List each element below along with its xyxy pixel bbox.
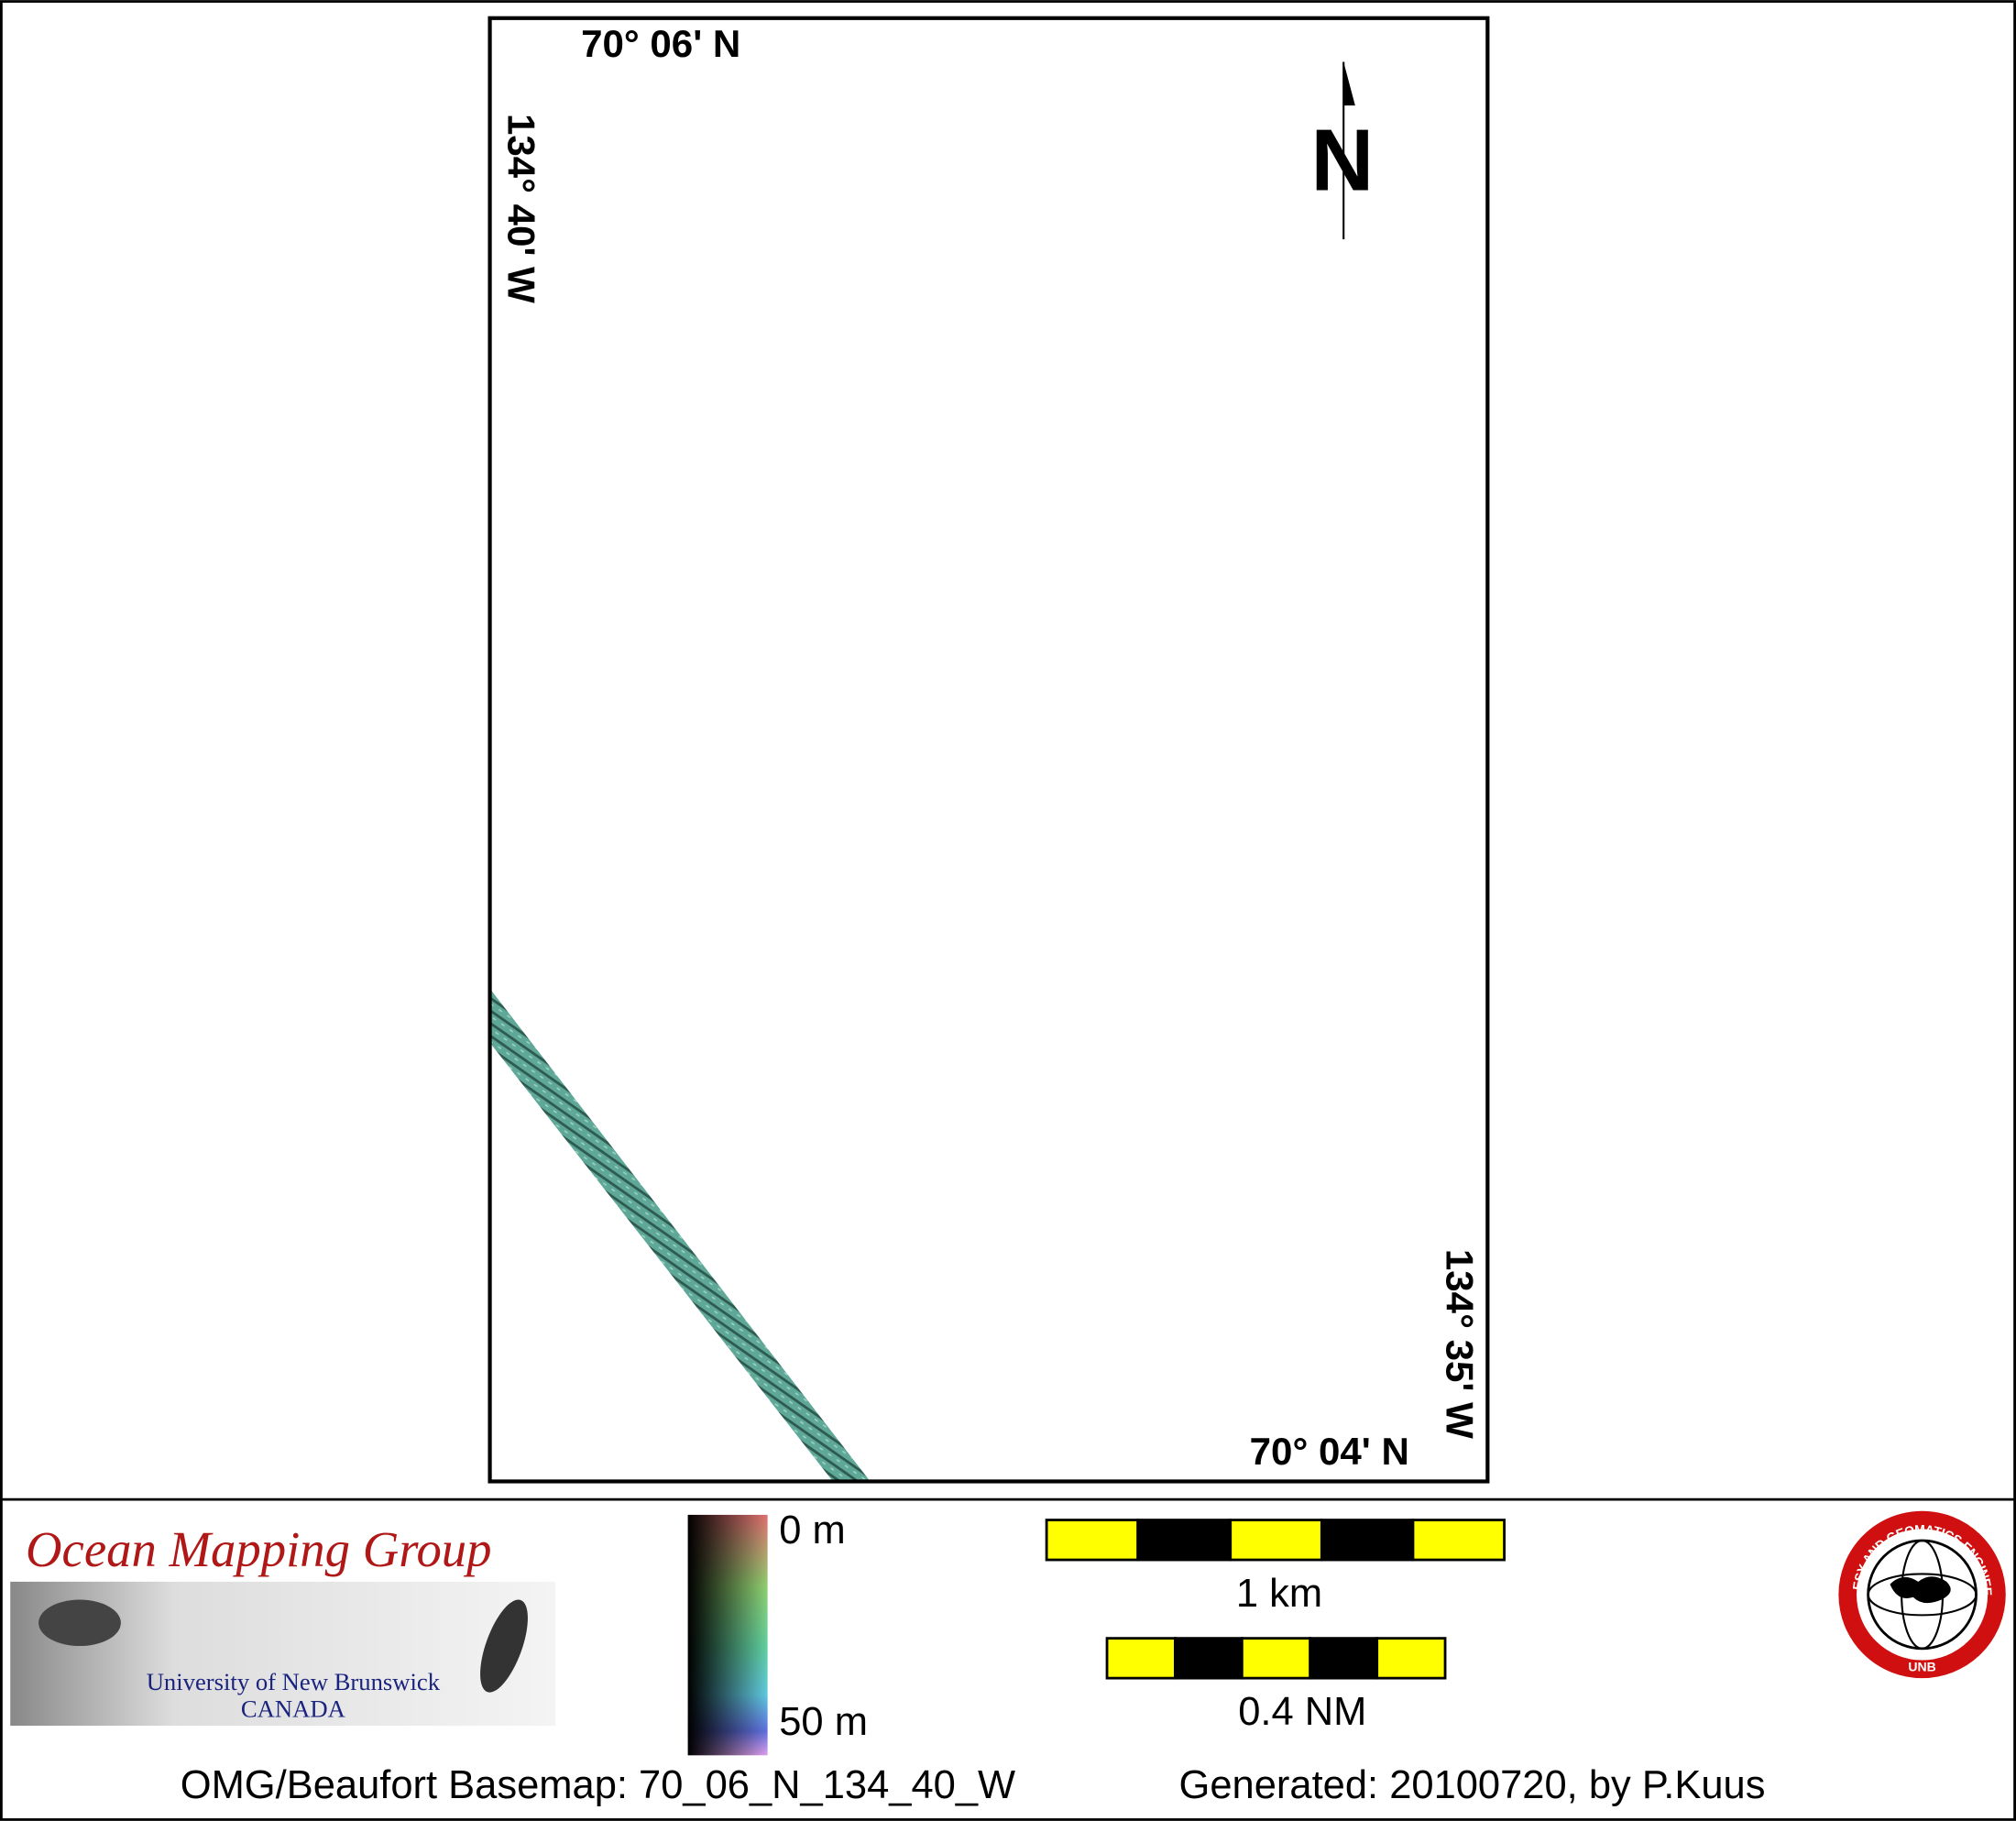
longitude-label: 134° 35' W <box>1439 1249 1482 1439</box>
nm-scale-bar <box>1105 1637 1447 1680</box>
logo-university: University of New Brunswick <box>147 1668 441 1695</box>
scale-segment <box>1320 1519 1415 1562</box>
badge-land <box>1890 1576 1951 1604</box>
scale-segment <box>1375 1637 1447 1680</box>
km-scale-bar <box>1045 1519 1506 1562</box>
longitude-label: 134° 40' W <box>499 114 542 303</box>
scale-label: 1 km <box>1236 1572 1322 1616</box>
badge-text: UNB <box>1908 1660 1935 1674</box>
logo-country: CANADA <box>241 1695 346 1723</box>
map-frame <box>488 16 1490 1484</box>
scale-segment <box>1173 1637 1244 1680</box>
scale-segment <box>1136 1519 1233 1562</box>
colorbar-shade <box>687 1514 768 1756</box>
north-label: N <box>1310 113 1374 210</box>
scale-segment <box>1229 1519 1323 1562</box>
scale-segment <box>1045 1519 1140 1562</box>
latitude-label: 70° 04' N <box>1250 1430 1409 1473</box>
colorbar-label: 0 m <box>779 1508 846 1552</box>
scale-segment <box>1411 1519 1506 1562</box>
scale-segment <box>1309 1637 1379 1680</box>
scale-segment <box>1240 1637 1312 1680</box>
logo-vessel <box>38 1599 121 1647</box>
footer-generated: Generated: 20100720, by P.Kuus <box>1179 1763 1766 1807</box>
footer-basemap: OMG/Beaufort Basemap: 70_06_N_134_40_W <box>181 1763 1015 1807</box>
badge-ring <box>1838 1510 2006 1679</box>
colorbar-label: 50 m <box>779 1700 868 1744</box>
scale-segment <box>1105 1637 1177 1680</box>
latitude-label: 70° 06' N <box>581 22 740 65</box>
logo-title: Ocean Mapping Group <box>26 1521 491 1577</box>
bathymetry-swath <box>490 990 870 1481</box>
logo-vessel <box>480 1599 528 1693</box>
badge-meridian <box>1867 1573 1978 1617</box>
scale-label: 0.4 NM <box>1238 1690 1366 1734</box>
